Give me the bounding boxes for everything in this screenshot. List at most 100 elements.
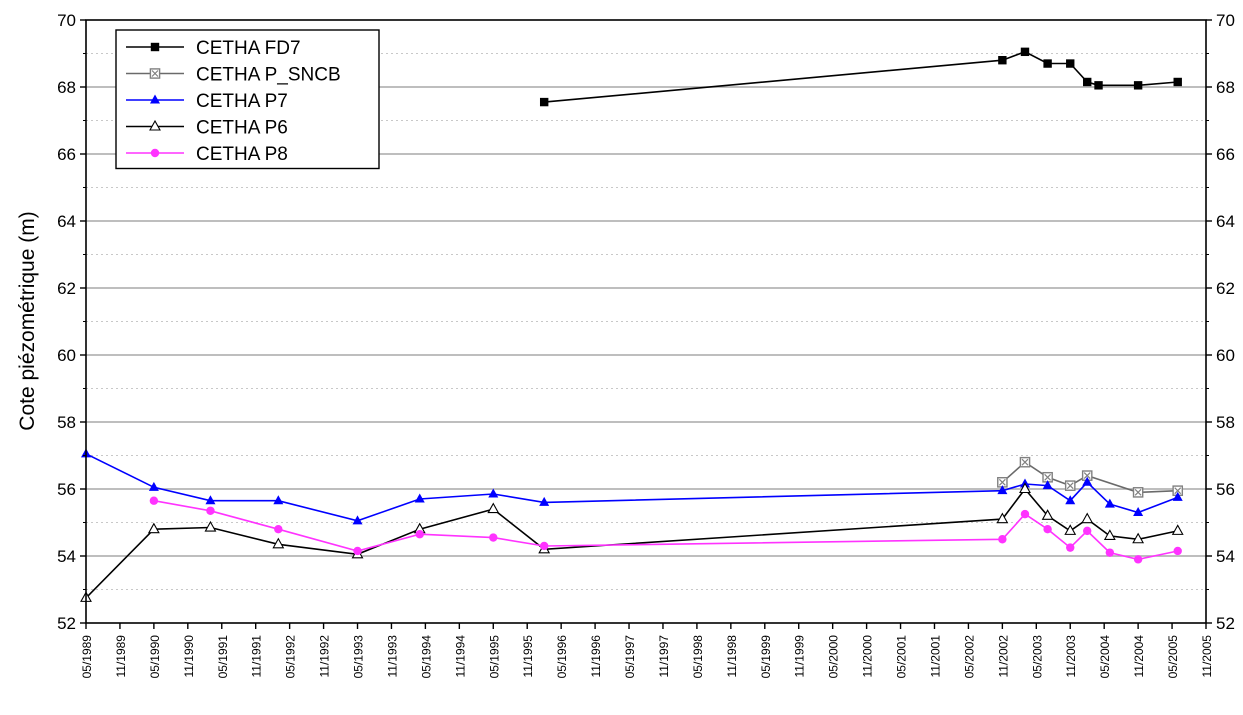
data-point [1104,498,1115,508]
data-point [1083,526,1092,536]
marker-cross [1044,473,1052,481]
data-point [1043,59,1052,68]
data-point [1065,495,1076,505]
legend-label: CETHA P6 [196,118,288,139]
data-point [147,522,160,534]
data-point [1105,548,1115,557]
legend-label: CETHA FD7 [196,38,301,59]
data-point [1020,509,1030,519]
data-point [148,481,159,491]
y-tick-label-left: 68 [57,78,76,97]
x-tick-label: 11/1991 [250,635,264,678]
data-point [1020,47,1030,57]
data-point [150,148,160,158]
data-point [1019,482,1031,494]
series-line [544,50,1178,103]
marker-cross [1066,482,1074,490]
y-tick-label-left: 60 [57,346,76,365]
x-tick-label: 11/1990 [182,635,196,678]
data-point [1066,59,1075,68]
x-tick-label: 05/1999 [759,635,773,679]
data-point [206,506,215,515]
series-line [85,487,1178,599]
x-tick-label: 05/2000 [827,635,841,679]
y-tick-label-right: 60 [1216,346,1235,365]
series-0 [539,47,1182,107]
data-point [1171,524,1184,535]
y-tick-label-left: 70 [57,11,76,30]
series-4 [149,496,1182,564]
marker-cross [998,478,1006,486]
x-tick-label: 11/2002 [996,635,1010,678]
data-point [272,537,285,549]
y-tick-label-right: 52 [1216,614,1235,633]
y-tick-label-left: 62 [57,279,76,298]
legend: CETHA FD7 CETHA P_SNCB CETHA P7 CETHA P6 CET… [115,29,380,170]
y-tick-label-left: 66 [57,145,76,164]
x-tick-label: 11/1994 [453,635,467,678]
data-point [150,42,160,52]
data-point [414,493,425,503]
x-tick-label: 05/1990 [148,635,162,679]
data-point [353,546,362,556]
x-tick-label: 05/1991 [216,635,230,679]
x-tick-label: 05/1989 [80,635,94,679]
data-point [1083,77,1092,87]
data-point [1081,470,1093,481]
data-point [1042,480,1053,490]
data-point [352,515,363,525]
x-tick-label: 11/1992 [318,635,332,678]
marker-cross [1021,458,1029,466]
x-tick-label: 05/1995 [487,635,501,679]
series-line [85,453,1178,522]
data-point [1132,487,1144,498]
x-tick-label: 11/2000 [861,635,875,678]
data-point [149,496,159,505]
marker-cross [151,70,159,77]
marker-cross [1134,488,1142,496]
legend-label: CETHA P8 [196,144,288,165]
y-tick-label-right: 58 [1216,413,1235,432]
data-point [997,485,1008,495]
x-tick-label: 05/2002 [962,635,976,679]
series-line [153,499,1178,561]
data-point [1094,81,1103,90]
x-tick-label: 05/1994 [419,635,433,679]
data-point [1133,506,1144,516]
data-point [998,56,1007,65]
data-point [274,525,283,534]
x-tick-label: 05/2004 [1098,635,1112,679]
y-tick-label-right: 62 [1216,279,1235,298]
data-point [273,495,284,505]
y-tick-label-right: 70 [1216,11,1235,30]
x-tick-label: 05/1992 [284,635,298,679]
y-tick-label-right: 66 [1216,145,1235,164]
x-tick-label: 11/1999 [793,635,807,678]
data-point [149,68,161,79]
data-point [1081,512,1094,524]
data-point [1173,77,1182,87]
data-point [996,512,1009,524]
x-tick-label: 11/1989 [114,635,128,678]
data-point [1133,555,1143,564]
data-point [1064,480,1076,491]
x-tick-label: 11/2004 [1132,635,1146,678]
x-tick-label: 05/2003 [1030,635,1044,679]
x-tick-label: 11/1996 [589,635,603,678]
data-point [487,502,500,514]
y-tick-label-right: 54 [1216,547,1235,566]
series-2 [81,448,1183,525]
series-1 [997,456,1184,498]
y-tick-label-right: 64 [1216,212,1235,231]
x-tick-label: 05/1998 [691,635,705,679]
x-tick-label: 05/2005 [1166,635,1180,679]
series-lines [80,47,1184,602]
x-tick-label: 11/1997 [657,635,671,678]
x-tick-label: 11/1993 [385,635,399,678]
data-point [1132,532,1145,544]
data-point [1042,471,1053,483]
data-point [488,488,499,498]
y-tick-label-right: 56 [1216,480,1235,499]
